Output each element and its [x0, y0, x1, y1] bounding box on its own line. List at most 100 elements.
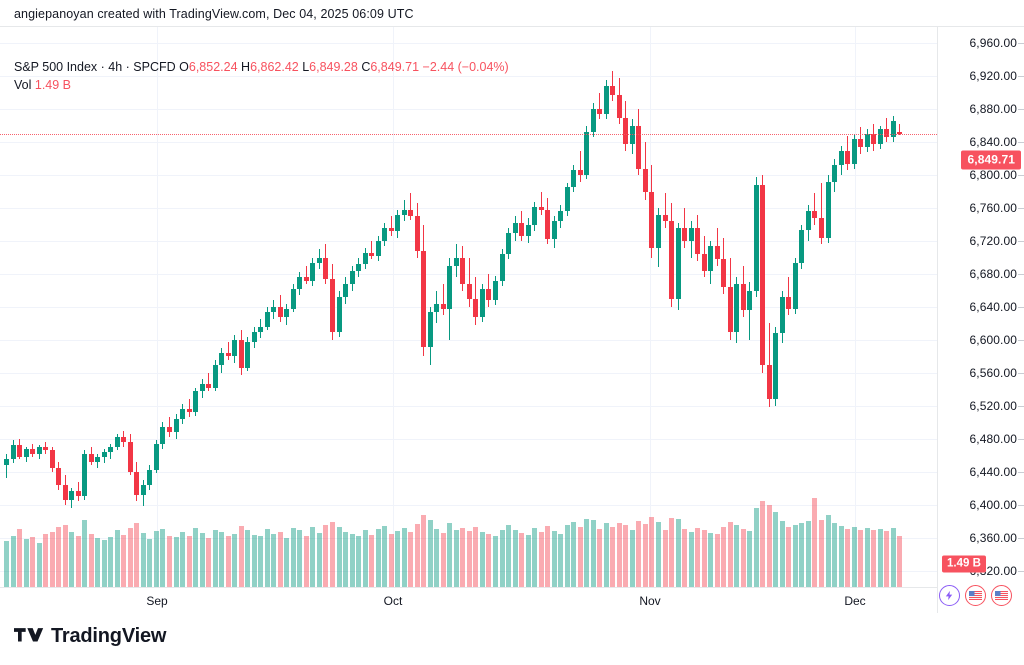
candle-body	[871, 134, 877, 144]
volume-bar	[610, 526, 616, 587]
tradingview-logo[interactable]: TradingView	[14, 625, 166, 648]
volume-bar	[297, 529, 303, 587]
volume-bar	[577, 527, 583, 587]
volume-bar	[147, 539, 153, 587]
chart-footer: TradingView	[0, 613, 1024, 665]
candle-body	[121, 437, 127, 443]
axis-tick	[1018, 570, 1024, 572]
candle-body	[734, 283, 740, 332]
volume-bar	[486, 534, 492, 587]
candle-body	[375, 241, 381, 256]
price-tick-label: 6,760.00	[969, 201, 1017, 216]
lightning-icon[interactable]	[939, 585, 960, 606]
volume-bar	[499, 529, 505, 587]
volume-bar	[832, 523, 838, 587]
candle-body	[825, 181, 831, 238]
axis-tick	[1018, 241, 1024, 243]
gridline	[0, 175, 937, 177]
candle-body	[512, 223, 518, 233]
us-flag-icon-1[interactable]	[965, 585, 986, 606]
volume-bar	[264, 528, 270, 587]
time-axis[interactable]: Sep Oct Nov Dec	[0, 587, 937, 613]
candle-body	[499, 254, 505, 281]
candle-wick	[540, 191, 542, 215]
gridline	[393, 27, 394, 587]
axis-tick	[1018, 405, 1024, 407]
candle-wick	[821, 183, 822, 245]
candle-body	[590, 109, 596, 133]
volume-bar	[356, 536, 362, 587]
volume-bar	[453, 530, 459, 587]
volume-bar	[766, 504, 772, 587]
candle-body	[656, 214, 661, 248]
candle-body	[453, 257, 459, 266]
volume-bar	[603, 523, 609, 587]
axis-tick	[1018, 471, 1024, 473]
candle-body	[714, 246, 720, 260]
candle-body	[858, 139, 864, 148]
candle-body	[75, 491, 81, 497]
volume-bar	[890, 528, 896, 587]
gridline	[0, 504, 937, 506]
volume-bar	[62, 525, 68, 587]
volume-bar	[88, 533, 94, 587]
volume-bar	[871, 529, 877, 587]
candle-wick	[305, 265, 307, 284]
candle-body	[62, 484, 68, 500]
volume-bar	[447, 522, 453, 587]
volume-bar	[23, 539, 29, 587]
volume-bar	[421, 515, 427, 587]
candle-body	[740, 283, 746, 311]
candle-body	[636, 125, 642, 169]
open-key: O	[179, 60, 189, 74]
candle-body	[466, 283, 472, 299]
candle-body	[669, 221, 675, 299]
volume-bar	[375, 528, 381, 587]
chart-frame: S&P 500 Index · 4h · SPCFD O6,852.24 H6,…	[0, 26, 1024, 613]
legend-row-volume: Vol 1.49 B	[14, 77, 509, 94]
symbol-label[interactable]: S&P 500 Index · 4h · SPCFD	[14, 60, 176, 74]
gridline	[0, 142, 937, 144]
legend-row-ohlc: S&P 500 Index · 4h · SPCFD O6,852.24 H6,…	[14, 59, 509, 76]
us-flag-icon-2[interactable]	[991, 585, 1012, 606]
candle-body	[597, 109, 603, 115]
volume-bar	[773, 511, 779, 587]
candle-body	[147, 470, 153, 485]
price-axis[interactable]: 6,960.00 6,920.00 6,880.00 6,840.00 6,800.00…	[937, 27, 1024, 613]
gridline	[0, 241, 937, 243]
volume-bar	[708, 532, 714, 587]
axis-tick	[1018, 208, 1024, 210]
time-tick-label: Sep	[146, 594, 168, 608]
volume-bar	[219, 531, 225, 587]
candle-body	[401, 209, 407, 215]
volume-bar	[303, 535, 309, 587]
chart-plot-area[interactable]	[0, 27, 937, 587]
candle-body	[779, 297, 785, 334]
candle-wick	[6, 453, 7, 479]
candle-body	[701, 254, 707, 271]
volume-bar	[734, 524, 740, 587]
candle-body	[134, 471, 140, 495]
axis-tick	[1018, 504, 1024, 506]
candle-body	[838, 150, 844, 166]
candle-wick	[468, 257, 470, 307]
candle-wick	[749, 282, 751, 340]
candle-wick	[664, 193, 666, 228]
volume-bar	[127, 528, 133, 587]
volume-bar	[858, 530, 864, 587]
volume-bar	[225, 535, 231, 587]
candle-body	[623, 117, 629, 144]
candle-body	[773, 333, 779, 400]
candle-body	[330, 279, 335, 332]
volume-bar	[584, 518, 590, 587]
candle-wick	[579, 150, 581, 182]
volume-bar	[434, 528, 440, 587]
candle-wick	[77, 481, 79, 502]
volume-bar	[95, 538, 101, 587]
volume-bar	[812, 498, 818, 587]
volume-bar	[167, 535, 172, 587]
volume-bar	[838, 526, 844, 587]
candle-body	[258, 326, 264, 332]
candle-body	[277, 307, 283, 317]
candle-body	[232, 339, 238, 357]
